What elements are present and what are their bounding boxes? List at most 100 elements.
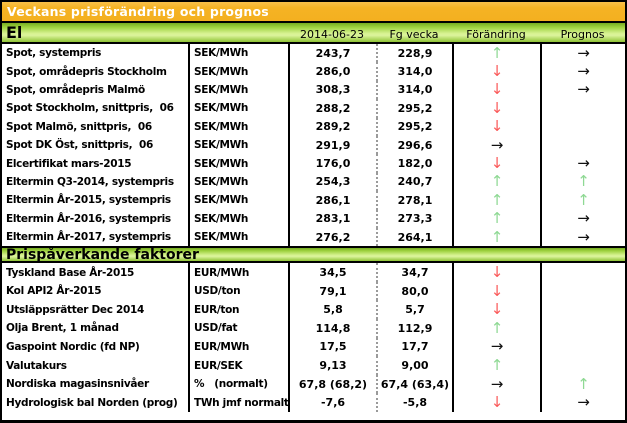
down-arrow-icon: ↓ — [490, 99, 504, 117]
previous-value: 9,00 — [376, 356, 452, 375]
change-arrow-cell: ↑ — [452, 44, 540, 63]
previous-value: 228,9 — [376, 44, 452, 63]
up-arrow-icon: ↑ — [577, 374, 590, 393]
table-row: Spot, områdepris Malmö SEK/MWh 308,3 314,0 ↓… — [2, 80, 625, 100]
change-arrow-cell: ↑ — [452, 191, 540, 210]
row-unit: SEK/MWh — [188, 135, 288, 155]
table-row: Valutakurs EUR/SEK 9,13 9,00 ↑ — [2, 356, 625, 375]
row-label: Spot DK Öst, snittpris, 06 — [6, 139, 154, 152]
right-arrow-icon: → — [577, 227, 590, 246]
table-row: Nordiska magasinsnivåer % (normalt) 67,8 (… — [2, 374, 625, 394]
row-label: Nordiska magasinsnivåer — [6, 378, 149, 391]
change-arrow-cell: ↓ — [452, 263, 540, 282]
previous-value: 80,0 — [376, 281, 452, 301]
down-arrow-icon: ↓ — [490, 154, 504, 173]
row-label: Olja Brent, 1 månad — [6, 322, 119, 335]
el-section-rows: Spot, systempris SEK/MWh 243,7 228,9 ↑ → Spot,… — [2, 44, 625, 247]
forecast-arrow-cell: → — [540, 393, 625, 413]
forecast-arrow-cell — [540, 337, 625, 357]
row-unit: EUR/MWh — [188, 263, 288, 282]
previous-value: 295,2 — [376, 117, 452, 136]
current-value: 79,1 — [288, 281, 376, 301]
row-unit: SEK/MWh — [188, 99, 288, 118]
section-header-el: El 2014-06-23 Fg vecka Förändring Progno… — [2, 23, 625, 44]
current-value: 276,2 — [288, 227, 376, 247]
previous-value: 67,4 (63,4) — [376, 374, 452, 394]
change-arrow-cell: ↑ — [452, 209, 540, 228]
previous-value: 34,7 — [376, 263, 452, 282]
column-header-previous-week: Fg vecka — [389, 27, 439, 41]
forecast-arrow-cell — [540, 99, 625, 118]
right-arrow-icon: → — [577, 154, 590, 173]
change-arrow-cell: ↓ — [452, 154, 540, 173]
right-arrow-icon: → — [490, 374, 504, 393]
row-unit: SEK/MWh — [188, 62, 288, 81]
row-label: Spot, områdepris Stockholm — [6, 65, 167, 78]
current-value: 243,7 — [288, 44, 376, 63]
forecast-arrow-cell: → — [540, 154, 625, 173]
table-row: Spot Malmö, snittpris, 06 SEK/MWh 289,2 295… — [2, 117, 625, 136]
row-unit: SEK/MWh — [188, 191, 288, 210]
table-row: Eltermin Q3-2014, systempris SEK/MWh 254,3… — [2, 172, 625, 192]
row-unit: SEK/MWh — [188, 227, 288, 247]
change-arrow-cell: ↓ — [452, 80, 540, 100]
table-row: Gaspoint Nordic (fd NP) EUR/MWh 17,5 17,7 → — [2, 337, 625, 357]
forecast-arrow-cell: → — [540, 209, 625, 228]
row-unit: SEK/MWh — [188, 117, 288, 136]
forecast-arrow-cell: ↑ — [540, 374, 625, 394]
row-label: Hydrologisk bal Norden (prog) — [6, 396, 178, 409]
forecast-arrow-cell — [540, 356, 625, 375]
change-arrow-cell: ↓ — [452, 281, 540, 301]
current-value: 286,1 — [288, 191, 376, 210]
section-label-factors: Prispåverkande faktorer — [6, 246, 199, 263]
row-unit: SEK/MWh — [188, 172, 288, 192]
current-value: 254,3 — [288, 172, 376, 192]
table-row: Spot DK Öst, snittpris, 06 SEK/MWh 291,9 29… — [2, 135, 625, 155]
row-label: Eltermin År-2017, systempris — [6, 231, 171, 244]
up-arrow-icon: ↑ — [577, 172, 590, 191]
current-value: 291,9 — [288, 135, 376, 155]
forecast-arrow-cell: → — [540, 62, 625, 81]
current-value: 67,8 (68,2) — [288, 374, 376, 394]
current-value: 34,5 — [288, 263, 376, 282]
row-label: Valutakurs — [6, 359, 67, 372]
row-label: Eltermin År-2015, systempris — [6, 194, 171, 207]
row-unit: SEK/MWh — [188, 154, 288, 173]
up-arrow-icon: ↑ — [490, 227, 504, 246]
row-unit: USD/fat — [188, 319, 288, 338]
change-arrow-cell: ↑ — [452, 227, 540, 247]
forecast-arrow-cell — [540, 263, 625, 282]
table-row: Spot Stockholm, snittpris, 06 SEK/MWh 288,… — [2, 99, 625, 118]
previous-value: 296,6 — [376, 135, 452, 155]
right-arrow-icon: → — [577, 62, 590, 81]
change-arrow-cell: ↓ — [452, 393, 540, 413]
row-label: Eltermin Q3-2014, systempris — [6, 175, 174, 188]
up-arrow-icon: ↑ — [490, 191, 504, 209]
row-unit: SEK/MWh — [188, 209, 288, 228]
current-value: 5,8 — [288, 300, 376, 320]
previous-value: 278,1 — [376, 191, 452, 210]
right-arrow-icon: → — [490, 337, 504, 356]
table-row: Hydrologisk bal Norden (prog) TWh jmf nor… — [2, 393, 625, 413]
previous-value: 295,2 — [376, 99, 452, 118]
previous-value: 264,1 — [376, 227, 452, 247]
change-arrow-cell: ↓ — [452, 62, 540, 81]
table-row: Spot, områdepris Stockholm SEK/MWh 286,0 31… — [2, 62, 625, 81]
up-arrow-icon: ↑ — [490, 44, 504, 62]
down-arrow-icon: ↓ — [490, 300, 504, 319]
change-arrow-cell: → — [452, 337, 540, 357]
previous-value: 5,7 — [376, 300, 452, 320]
row-unit: EUR/SEK — [188, 356, 288, 375]
previous-value: 314,0 — [376, 80, 452, 100]
column-header-change: Förändring — [466, 27, 526, 41]
up-arrow-icon: ↑ — [577, 191, 590, 209]
forecast-arrow-cell — [540, 281, 625, 301]
previous-value: 182,0 — [376, 154, 452, 173]
current-value: 17,5 — [288, 337, 376, 357]
row-unit: USD/ton — [188, 281, 288, 301]
forecast-arrow-cell: → — [540, 227, 625, 247]
row-unit: TWh jmf normalt — [188, 393, 288, 413]
previous-value: 273,3 — [376, 209, 452, 228]
